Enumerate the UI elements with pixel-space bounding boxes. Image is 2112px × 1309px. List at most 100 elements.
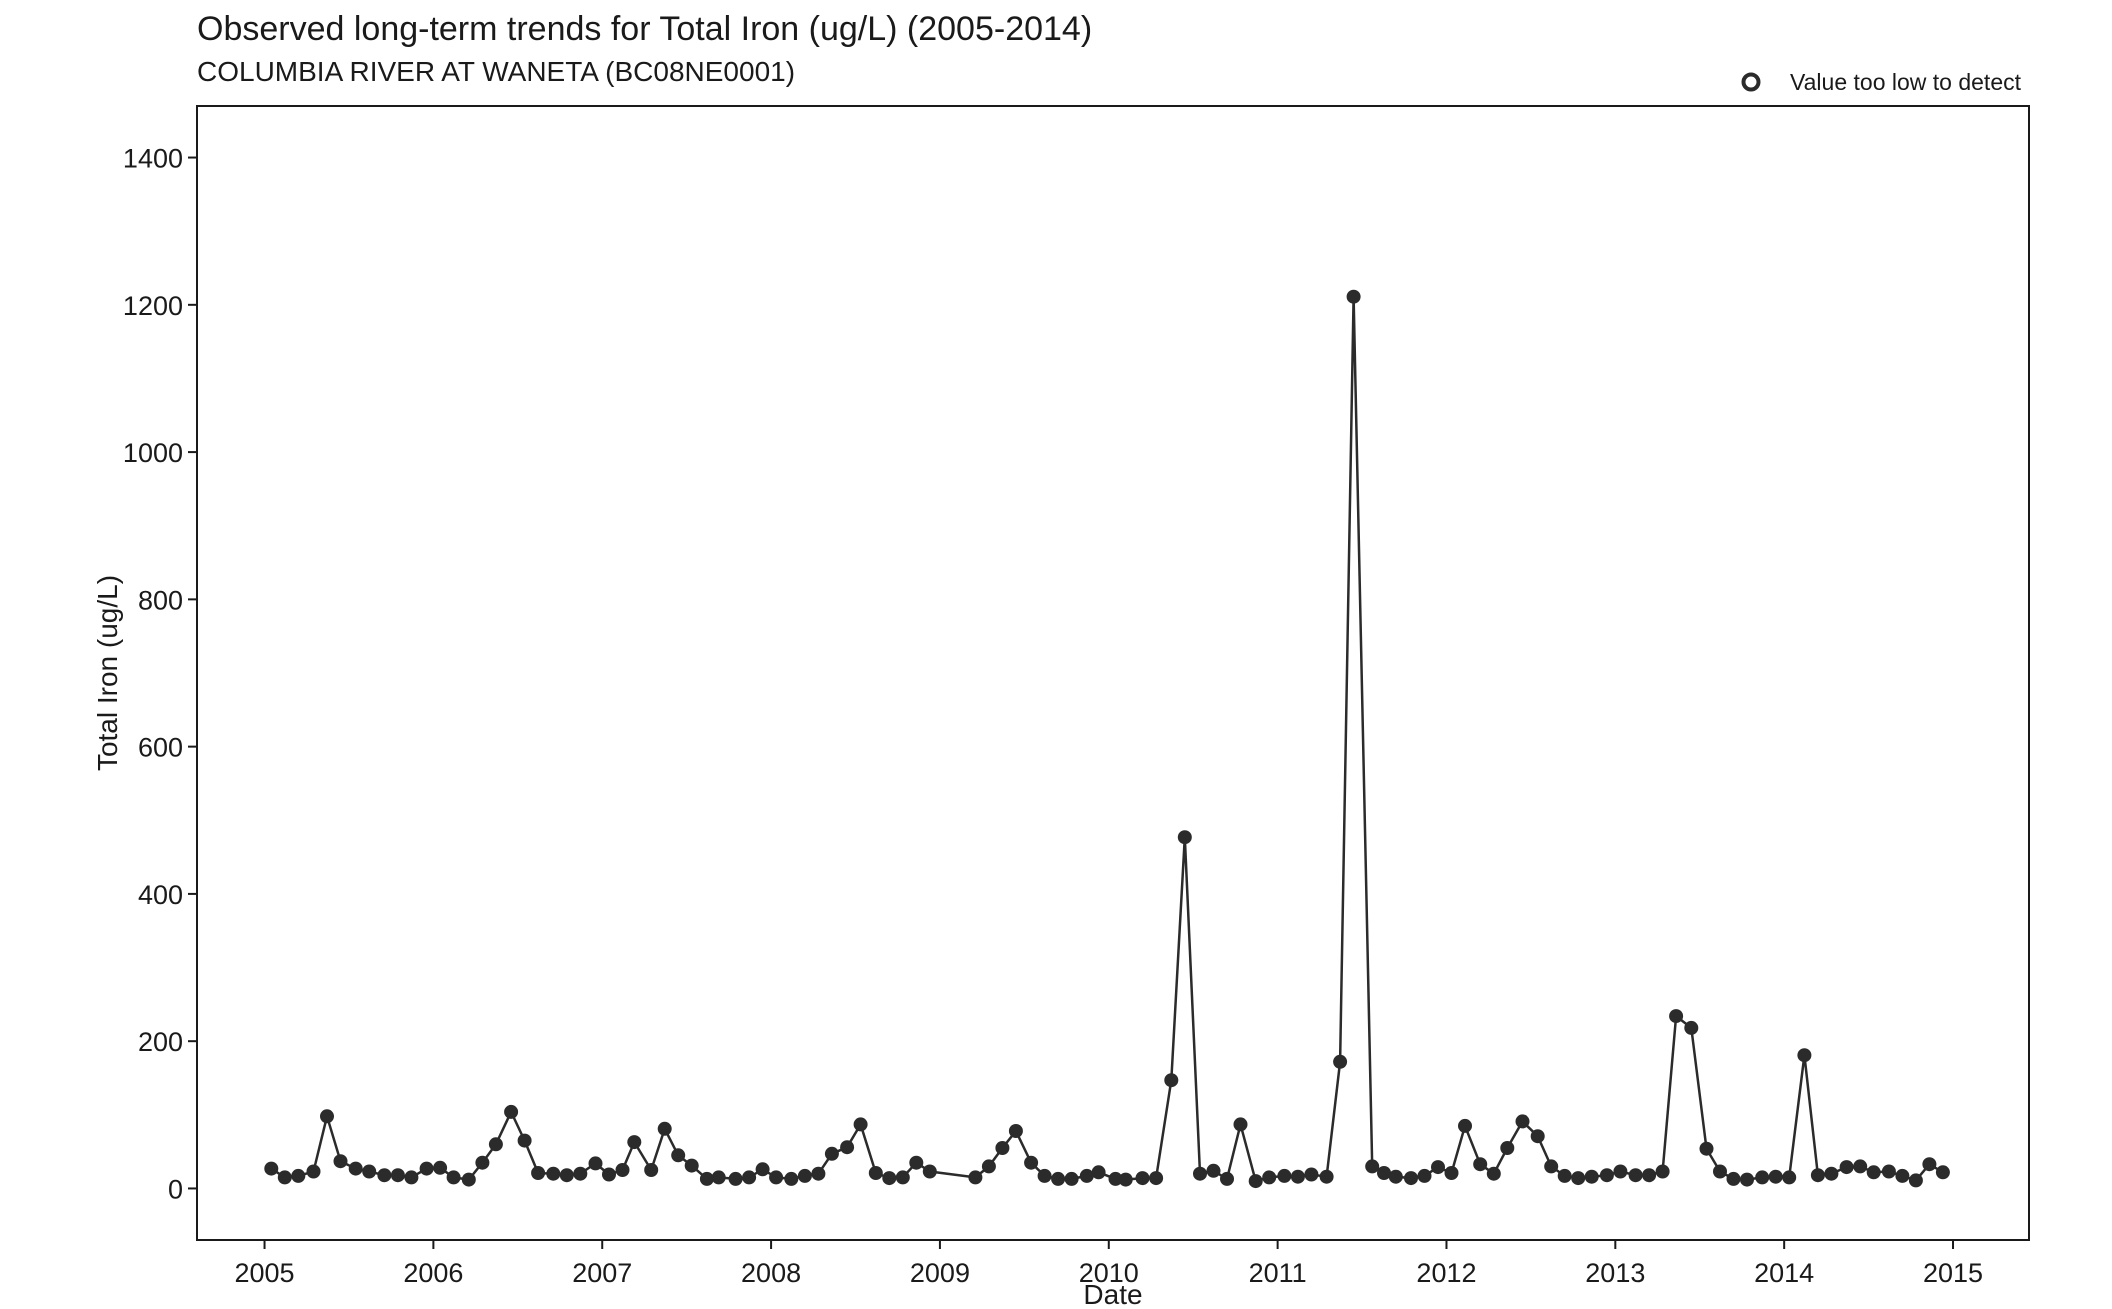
y-tick-label: 800 bbox=[138, 585, 183, 615]
data-point bbox=[306, 1164, 321, 1179]
data-point bbox=[1881, 1164, 1896, 1179]
data-point bbox=[657, 1121, 672, 1136]
data-point bbox=[1613, 1164, 1628, 1179]
x-tick-label: 2012 bbox=[1416, 1258, 1476, 1288]
data-point bbox=[531, 1166, 546, 1180]
data-point bbox=[1797, 1048, 1812, 1063]
data-point bbox=[1220, 1171, 1234, 1186]
data-point bbox=[1571, 1171, 1586, 1186]
data-point bbox=[1319, 1169, 1334, 1184]
data-point bbox=[1530, 1129, 1545, 1144]
y-tick-label: 600 bbox=[138, 733, 183, 763]
data-point bbox=[588, 1156, 603, 1171]
y-axis: 0 200 400 600 800 1000 1200 1400 bbox=[123, 144, 197, 1204]
data-point bbox=[1388, 1169, 1403, 1184]
data-point bbox=[671, 1148, 686, 1163]
data-point bbox=[1768, 1169, 1783, 1184]
data-point bbox=[348, 1161, 363, 1176]
data-point bbox=[1713, 1164, 1727, 1179]
data-point bbox=[1500, 1141, 1515, 1155]
y-tick-label: 0 bbox=[168, 1174, 183, 1204]
data-point bbox=[1008, 1124, 1023, 1138]
plot-panel-border bbox=[196, 105, 2030, 1241]
data-point bbox=[1824, 1166, 1839, 1181]
data-point bbox=[868, 1166, 883, 1180]
data-point bbox=[742, 1170, 757, 1185]
data-point bbox=[291, 1168, 306, 1183]
legend-label: Value too low to detect bbox=[1790, 69, 2022, 95]
data-point bbox=[1118, 1172, 1133, 1187]
x-axis: 2005 2006 2007 2008 2009 2010 2011 2012 2013 2014… bbox=[235, 1240, 1983, 1288]
data-point bbox=[461, 1172, 476, 1187]
data-point bbox=[1557, 1168, 1572, 1183]
data-point bbox=[1024, 1155, 1039, 1170]
x-tick-label: 2011 bbox=[1249, 1258, 1307, 1288]
data-point bbox=[1079, 1168, 1094, 1183]
data-point bbox=[882, 1171, 897, 1186]
data-point bbox=[1051, 1171, 1066, 1186]
data-point bbox=[1642, 1168, 1657, 1183]
data-point bbox=[1290, 1169, 1305, 1184]
data-point bbox=[419, 1161, 434, 1176]
data-point bbox=[1726, 1171, 1741, 1186]
data-point bbox=[1473, 1157, 1488, 1172]
data-point bbox=[853, 1117, 868, 1132]
data-point bbox=[1108, 1171, 1123, 1186]
data-point bbox=[1515, 1114, 1530, 1129]
x-tick-label: 2005 bbox=[235, 1258, 295, 1288]
y-tick-label: 1200 bbox=[123, 291, 183, 321]
y-axis-title: Total Iron (ug/L) bbox=[92, 575, 123, 771]
data-point bbox=[277, 1170, 292, 1185]
data-point bbox=[362, 1164, 377, 1179]
data-point bbox=[517, 1133, 532, 1148]
x-axis-title: Date bbox=[1083, 1279, 1142, 1309]
x-tick-label: 2013 bbox=[1585, 1258, 1645, 1288]
data-point bbox=[1233, 1117, 1248, 1132]
y-tick-label: 1400 bbox=[123, 144, 183, 174]
data-point bbox=[1164, 1073, 1179, 1088]
data-point bbox=[1193, 1166, 1207, 1181]
data-point bbox=[1458, 1118, 1472, 1133]
data-point bbox=[404, 1170, 419, 1185]
data-point bbox=[1486, 1166, 1501, 1181]
y-tick-label: 1000 bbox=[123, 438, 183, 468]
data-point bbox=[627, 1135, 642, 1150]
data-point bbox=[320, 1109, 334, 1124]
data-point bbox=[1365, 1159, 1380, 1174]
data-point bbox=[968, 1170, 983, 1185]
data-point bbox=[895, 1170, 910, 1185]
data-point bbox=[390, 1168, 405, 1183]
data-point bbox=[333, 1154, 348, 1169]
data-point bbox=[1248, 1174, 1263, 1189]
data-point bbox=[909, 1155, 924, 1170]
data-point bbox=[995, 1141, 1010, 1155]
data-point bbox=[797, 1168, 812, 1183]
data-point bbox=[728, 1171, 743, 1186]
data-point bbox=[1895, 1168, 1910, 1183]
data-point bbox=[1037, 1168, 1052, 1183]
data-point bbox=[1922, 1157, 1937, 1172]
data-point bbox=[1149, 1171, 1164, 1186]
data-point bbox=[1064, 1171, 1079, 1186]
data-point bbox=[433, 1160, 448, 1175]
data-point bbox=[1177, 830, 1192, 845]
data-point bbox=[1628, 1168, 1643, 1183]
data-point bbox=[1333, 1054, 1348, 1069]
y-tick-label: 200 bbox=[138, 1027, 183, 1057]
data-point bbox=[1377, 1166, 1391, 1180]
data-point bbox=[1669, 1009, 1684, 1024]
x-tick-label: 2006 bbox=[403, 1258, 463, 1288]
data-point bbox=[264, 1161, 279, 1176]
data-point bbox=[922, 1164, 937, 1179]
data-point bbox=[1304, 1167, 1319, 1182]
x-tick-label: 2010 bbox=[1079, 1258, 1139, 1288]
data-point bbox=[824, 1146, 839, 1161]
data-point bbox=[1782, 1170, 1797, 1185]
data-point bbox=[1740, 1172, 1754, 1187]
data-point bbox=[377, 1168, 392, 1183]
data-point bbox=[699, 1171, 714, 1186]
data-point bbox=[1277, 1168, 1292, 1183]
chart-subtitle: COLUMBIA RIVER AT WANETA (BC08NE0001) bbox=[197, 56, 795, 87]
series-line bbox=[270, 295, 1944, 1183]
